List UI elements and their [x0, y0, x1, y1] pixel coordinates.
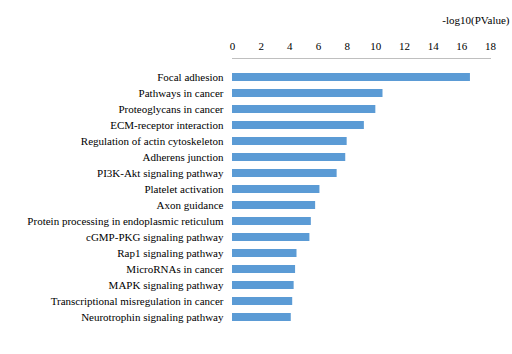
svg-text:Axon guidance: Axon guidance — [157, 199, 224, 211]
svg-text:18: 18 — [485, 40, 497, 52]
svg-text:10: 10 — [370, 40, 382, 52]
svg-text:14: 14 — [428, 40, 440, 52]
svg-text:Transcriptional misregulation: Transcriptional misregulation in cancer — [51, 295, 224, 307]
svg-text:ECM-receptor interaction: ECM-receptor interaction — [110, 119, 224, 131]
svg-text:Neurotrophin signaling pathway: Neurotrophin signaling pathway — [81, 311, 224, 323]
svg-text:cGMP-PKG signaling pathway: cGMP-PKG signaling pathway — [86, 231, 224, 243]
svg-text:Rap1 signaling pathway: Rap1 signaling pathway — [117, 247, 224, 259]
svg-text:6: 6 — [316, 40, 322, 52]
svg-text:Platelet activation: Platelet activation — [144, 183, 224, 195]
svg-text:Proteoglycans in cancer: Proteoglycans in cancer — [118, 103, 223, 115]
svg-text:2: 2 — [258, 40, 264, 52]
svg-text:16: 16 — [456, 40, 468, 52]
svg-text:4: 4 — [287, 40, 293, 52]
svg-text:Regulation of actin cytoskelet: Regulation of actin cytoskeleton — [81, 135, 224, 147]
svg-text:Protein processing in endoplas: Protein processing in endoplasmic reticu… — [27, 215, 224, 227]
svg-text:Pathways in cancer: Pathways in cancer — [139, 87, 224, 99]
svg-text:MAPK signaling pathway: MAPK signaling pathway — [109, 279, 224, 291]
svg-text:12: 12 — [399, 40, 410, 52]
svg-text:MicroRNAs in cancer: MicroRNAs in cancer — [126, 263, 223, 275]
svg-text:Focal adhesion: Focal adhesion — [157, 71, 224, 83]
svg-text:Adherens junction: Adherens junction — [143, 151, 224, 163]
svg-text:PI3K-Akt signaling pathway: PI3K-Akt signaling pathway — [97, 167, 224, 179]
svg-text:0: 0 — [230, 40, 236, 52]
svg-text:-log10(PValue): -log10(PValue) — [442, 14, 510, 27]
svg-text:8: 8 — [344, 40, 350, 52]
